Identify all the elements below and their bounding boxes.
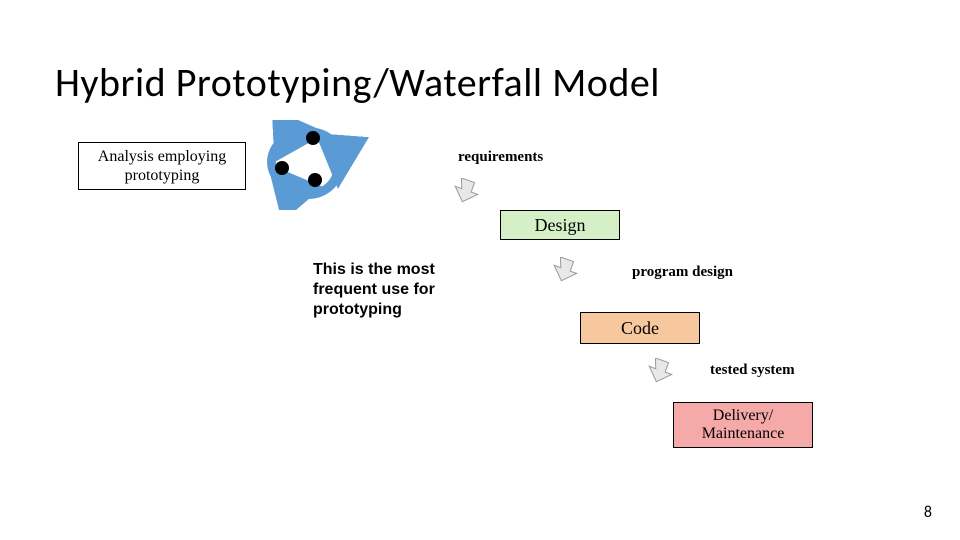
box-delivery-line1: Delivery/ [713, 407, 773, 425]
arrow-down-icon [454, 178, 484, 206]
box-delivery-line2: Maintenance [702, 425, 785, 443]
label-program-design: program design [632, 264, 772, 281]
box-code-label: Code [621, 318, 659, 339]
arrow-down-icon [648, 358, 678, 386]
label-tested-system: tested system [710, 362, 830, 379]
note-line2: frequent use for [313, 281, 435, 298]
box-design: Design [500, 210, 620, 240]
page-number: 8 [924, 503, 932, 522]
arrow-down-icon [553, 257, 583, 285]
label-requirements: requirements [458, 149, 543, 166]
note-line3: prototyping [313, 301, 402, 318]
box-code: Code [580, 312, 700, 344]
slide-title: Hybrid Prototyping/Waterfall Model [55, 58, 660, 107]
box-analysis-prototyping: Analysis employing prototyping [78, 142, 246, 190]
box-design-label: Design [535, 215, 586, 236]
note-line1: This is the most [313, 261, 435, 278]
box-analysis-line2: prototyping [125, 166, 200, 185]
prototype-cycle-icon [245, 120, 375, 210]
box-delivery-maintenance: Delivery/ Maintenance [673, 402, 813, 448]
box-analysis-line1: Analysis employing [98, 147, 226, 166]
prototyping-note: This is the most frequent use for protot… [313, 260, 488, 320]
